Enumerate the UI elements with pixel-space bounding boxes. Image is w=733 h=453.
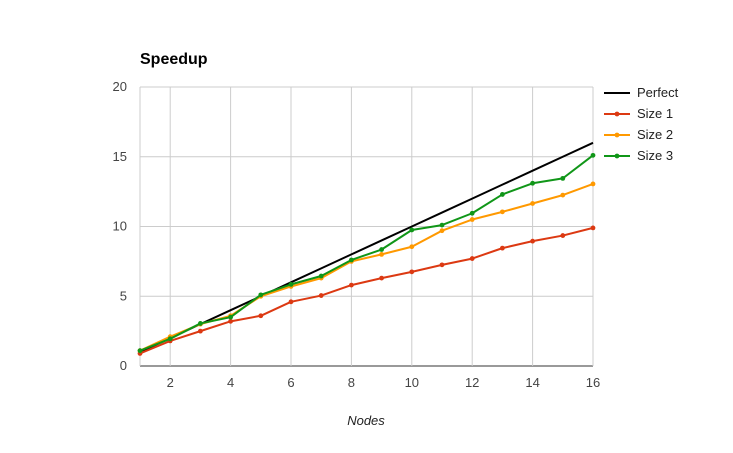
data-point-size-3 — [137, 348, 143, 354]
data-point-size-1 — [530, 238, 535, 244]
data-point-size-2 — [409, 244, 415, 250]
data-point-size-2 — [560, 192, 566, 198]
y-tick-label: 15 — [113, 149, 127, 164]
data-point-size-3 — [469, 210, 475, 216]
legend-label-size-3: Size 3 — [637, 148, 673, 163]
data-point-size-3 — [167, 336, 173, 342]
data-point-size-2 — [469, 217, 475, 222]
x-tick-label: 2 — [167, 375, 174, 390]
x-axis-title: Nodes — [347, 413, 385, 428]
data-point-size-1 — [469, 256, 475, 261]
data-point-size-3 — [590, 152, 596, 158]
data-point-size-1 — [318, 293, 324, 298]
y-tick-label: 0 — [120, 358, 127, 373]
x-tick-label: 10 — [405, 375, 419, 390]
data-point-size-2 — [500, 209, 505, 215]
data-point-size-1 — [590, 225, 596, 231]
y-tick-label: 20 — [113, 79, 127, 94]
data-point-size-1 — [288, 299, 294, 305]
x-tick-label: 12 — [465, 375, 479, 390]
data-point-size-3 — [228, 314, 234, 320]
data-point-size-2 — [590, 181, 596, 187]
data-point-size-1 — [198, 328, 203, 334]
legend-label-perfect: Perfect — [637, 85, 679, 100]
legend-label-size-2: Size 2 — [637, 127, 673, 142]
data-point-size-3 — [379, 247, 384, 252]
data-point-size-3 — [500, 192, 505, 197]
y-tick-label: 10 — [113, 219, 127, 234]
data-point-size-1 — [379, 275, 384, 281]
data-point-size-1 — [228, 318, 234, 324]
data-point-size-3 — [560, 175, 566, 181]
data-point-size-3 — [409, 227, 415, 233]
data-point-size-1 — [439, 262, 445, 268]
x-tick-label: 16 — [586, 375, 600, 390]
legend-marker-size-2 — [614, 132, 620, 138]
data-point-size-2 — [439, 228, 445, 234]
data-point-size-2 — [379, 252, 384, 257]
y-axis: 0 5 10 15 20 — [113, 79, 127, 373]
data-point-size-1 — [349, 282, 354, 288]
chart-title: Speedup — [140, 51, 208, 68]
legend-marker-size-1 — [614, 111, 620, 117]
data-point-size-1 — [258, 313, 264, 319]
x-axis: 2 4 6 8 10 12 14 16 — [167, 375, 601, 390]
series-line-size-1 — [139, 226, 594, 355]
x-tick-label: 4 — [227, 375, 234, 390]
data-point-size-1 — [560, 233, 566, 238]
data-point-size-3 — [349, 257, 354, 263]
data-point-size-3 — [258, 292, 264, 298]
data-point-size-3 — [439, 222, 445, 228]
legend: Perfect Size 1 Size 2 Size 3 — [604, 85, 679, 163]
data-point-size-3 — [318, 273, 324, 279]
data-point-size-3 — [288, 281, 294, 287]
data-point-size-3 — [530, 180, 535, 186]
data-point-size-3 — [198, 321, 203, 326]
data-point-size-1 — [409, 269, 415, 275]
data-point-size-2 — [530, 201, 535, 206]
legend-marker-size-3 — [614, 153, 620, 159]
x-tick-label: 6 — [287, 375, 294, 390]
y-tick-label: 5 — [120, 288, 127, 303]
x-tick-label: 14 — [525, 375, 539, 390]
data-point-size-1 — [500, 245, 505, 251]
series-line-size-3 — [139, 154, 594, 352]
legend-label-size-1: Size 1 — [637, 106, 673, 121]
series-line-perfect — [139, 141, 594, 353]
plot-area — [137, 141, 596, 356]
x-tick-label: 8 — [348, 375, 355, 390]
